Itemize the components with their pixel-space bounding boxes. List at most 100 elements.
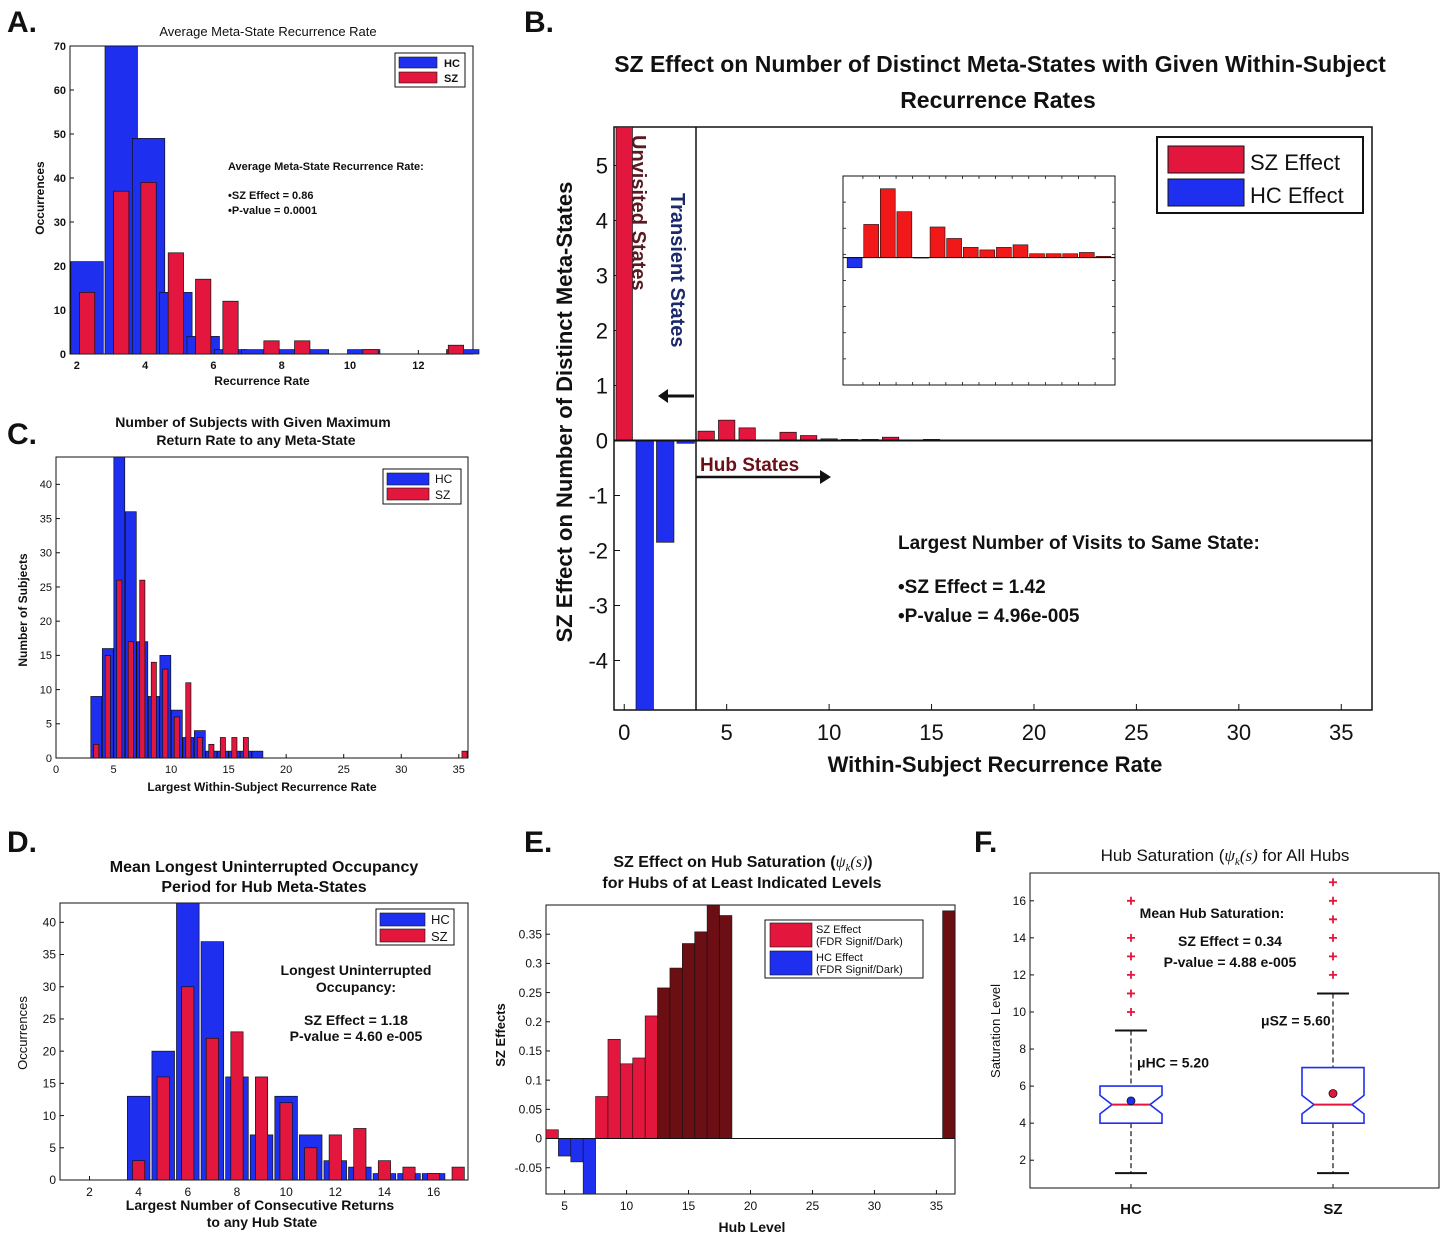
chart-e-bar bbox=[942, 910, 956, 1139]
chart-a-annotation-line-2: •P-value = 0.0001 bbox=[228, 205, 317, 217]
chart-a-sz-bar bbox=[294, 340, 311, 355]
chart-b-note-line-2: •P-value = 4.96e-005 bbox=[898, 606, 1080, 627]
chart-f-outlier bbox=[1127, 896, 1135, 905]
chart-d-ytick-label: 40 bbox=[43, 916, 57, 930]
chart-c-ytick-label: 0 bbox=[46, 753, 52, 765]
chart-c-title-line-1: Number of Subjects with Given Maximum bbox=[115, 414, 390, 430]
chart-a-sz-bar bbox=[140, 182, 157, 355]
chart-b-inset-bar bbox=[946, 238, 962, 258]
chart-d-annotation-title-1: Longest Uninterrupted bbox=[281, 962, 432, 978]
chart-b-sz-bar bbox=[779, 431, 797, 441]
chart-c-xtick-label: 35 bbox=[453, 764, 465, 776]
chart-e-ytick-label: 0 bbox=[535, 1132, 542, 1146]
chart-d-sz-bar bbox=[181, 986, 195, 1181]
chart-e-svg: SZ Effect on Hub Saturation (ψk(s)) for … bbox=[493, 854, 956, 1235]
chart-f-ylabel: Saturation Level bbox=[988, 984, 1003, 1078]
chart-d-sz-bar bbox=[279, 1102, 293, 1181]
chart-c-ytick-label: 25 bbox=[40, 582, 52, 594]
chart-c-ytick-label: 15 bbox=[40, 650, 52, 662]
chart-c-xtick-label: 10 bbox=[165, 764, 177, 776]
chart-d-xtick-label: 4 bbox=[135, 1185, 142, 1199]
chart-f-outlier bbox=[1127, 989, 1135, 998]
chart-d-ytick-label: 25 bbox=[43, 1012, 57, 1026]
chart-e-legend-sz-sub: (FDR Signif/Dark) bbox=[816, 936, 903, 948]
chart-e-xtick-label: 10 bbox=[620, 1199, 634, 1213]
chart-b-legend-hc: HC Effect bbox=[1250, 183, 1344, 208]
chart-d-xtick-label: 14 bbox=[378, 1185, 392, 1199]
chart-b-xtick-label: 20 bbox=[1022, 720, 1046, 745]
chart-c-xtick-label: 20 bbox=[280, 764, 292, 776]
chart-a-ytick-label: 70 bbox=[54, 41, 66, 53]
chart-a-sz-bar bbox=[362, 349, 379, 355]
chart-a-ytick-label: 20 bbox=[54, 261, 66, 273]
chart-d-title-line-2: Period for Hub Meta-States bbox=[161, 879, 366, 896]
chart-d-sz-bar bbox=[377, 1160, 391, 1181]
chart-a-ylabel: Occurrences bbox=[33, 161, 47, 235]
chart-a-sz-bar bbox=[447, 344, 464, 355]
chart-e-ytick-label: 0.05 bbox=[519, 1103, 543, 1117]
chart-e-ytick-label: 0.3 bbox=[525, 957, 542, 971]
chart-c-title-line-2: Return Rate to any Meta-State bbox=[156, 432, 355, 448]
chart-f-xtick-label: HC bbox=[1120, 1201, 1142, 1218]
chart-a-xtick-label: 4 bbox=[142, 360, 149, 372]
chart-b-ytick-label: 5 bbox=[596, 154, 608, 179]
chart-d-plot: 2 4 6 8 10 12 14 16 0 5 10 15 20 25 30 35 40 bbox=[43, 902, 469, 1199]
chart-b-ytick-label: 0 bbox=[596, 429, 608, 454]
chart-b-xtick-label: 0 bbox=[618, 720, 630, 745]
chart-b-sz-bar bbox=[738, 427, 756, 441]
chart-d-xtick-label: 2 bbox=[86, 1185, 93, 1199]
chart-d-ytick-label: 35 bbox=[43, 948, 57, 962]
chart-d-svg: Mean Longest Uninterrupted Occupancy Per… bbox=[15, 859, 469, 1230]
chart-b-inset-bar bbox=[1079, 252, 1095, 258]
chart-e-bar bbox=[682, 943, 696, 1139]
chart-e-bar bbox=[607, 1038, 621, 1139]
chart-d-ytick-label: 15 bbox=[43, 1077, 57, 1091]
panel-c: Number of Subjects with Given Maximum Re… bbox=[0, 400, 500, 810]
chart-b-inset-bar bbox=[996, 247, 1012, 258]
chart-f-outlier bbox=[1329, 878, 1337, 887]
chart-e-bar bbox=[545, 1129, 559, 1139]
chart-f-xtick-label: SZ bbox=[1323, 1201, 1342, 1218]
chart-c-sz-bar bbox=[116, 579, 123, 759]
chart-d-xlabel-line-1: Largest Number of Consecutive Returns bbox=[126, 1197, 395, 1213]
chart-b-annotation-transient: Transient States bbox=[666, 193, 688, 348]
chart-a-ytick-label: 0 bbox=[60, 349, 66, 361]
chart-c-svg: Number of Subjects with Given Maximum Re… bbox=[16, 414, 469, 794]
chart-e-bar bbox=[669, 967, 683, 1139]
chart-e-xtick-label: 5 bbox=[561, 1199, 568, 1213]
chart-a-xtick-label: 12 bbox=[412, 360, 424, 372]
chart-a-sz-bar bbox=[113, 190, 130, 355]
chart-b-ytick-label: 4 bbox=[596, 209, 608, 234]
chart-e-bar bbox=[632, 1057, 646, 1139]
chart-d-sz-bar bbox=[427, 1173, 441, 1181]
chart-d-xtick-label: 8 bbox=[234, 1185, 241, 1199]
chart-d-sz-bar bbox=[205, 1037, 219, 1181]
chart-a-title: Average Meta-State Recurrence Rate bbox=[159, 24, 376, 39]
chart-e-title-line-1: SZ Effect on Hub Saturation (ψk(s)) bbox=[613, 854, 872, 874]
chart-d-ylabel: Occurrences bbox=[15, 996, 30, 1070]
chart-a-legend-sz-swatch bbox=[398, 71, 438, 84]
chart-e-xtick-label: 30 bbox=[868, 1199, 882, 1213]
chart-b-arrow-left-head bbox=[658, 389, 668, 403]
chart-b-annotation-hub: Hub States bbox=[700, 455, 799, 476]
chart-b-inset-bar bbox=[929, 226, 946, 258]
chart-b-inset-bar bbox=[846, 257, 863, 269]
chart-e-bar bbox=[657, 987, 671, 1139]
chart-c-sz-bar bbox=[93, 743, 100, 759]
chart-d-ytick-label: 5 bbox=[49, 1141, 56, 1155]
chart-f-outlier bbox=[1329, 896, 1337, 905]
chart-d-legend-sz: SZ bbox=[431, 929, 448, 944]
chart-f-outlier bbox=[1329, 970, 1337, 979]
chart-b-note-title: Largest Number of Visits to Same State: bbox=[898, 533, 1260, 554]
chart-f-outlier bbox=[1329, 952, 1337, 961]
chart-b-title-line-2: Recurrence Rates bbox=[900, 87, 1096, 113]
chart-b-hc-bar bbox=[656, 440, 675, 543]
chart-c-ylabel: Number of Subjects bbox=[16, 553, 30, 667]
chart-c-sz-bar bbox=[185, 682, 192, 759]
chart-b-hc-bar bbox=[635, 440, 654, 711]
chart-d-legend-hc: HC bbox=[431, 912, 450, 927]
panel-f: Hub Saturation (ψk(s) for All Hubs 2 4 6 8 1… bbox=[960, 820, 1448, 1237]
chart-d-sz-bar bbox=[451, 1166, 465, 1181]
chart-c-sz-bar bbox=[162, 668, 169, 759]
chart-c-sz-bar bbox=[208, 743, 215, 759]
